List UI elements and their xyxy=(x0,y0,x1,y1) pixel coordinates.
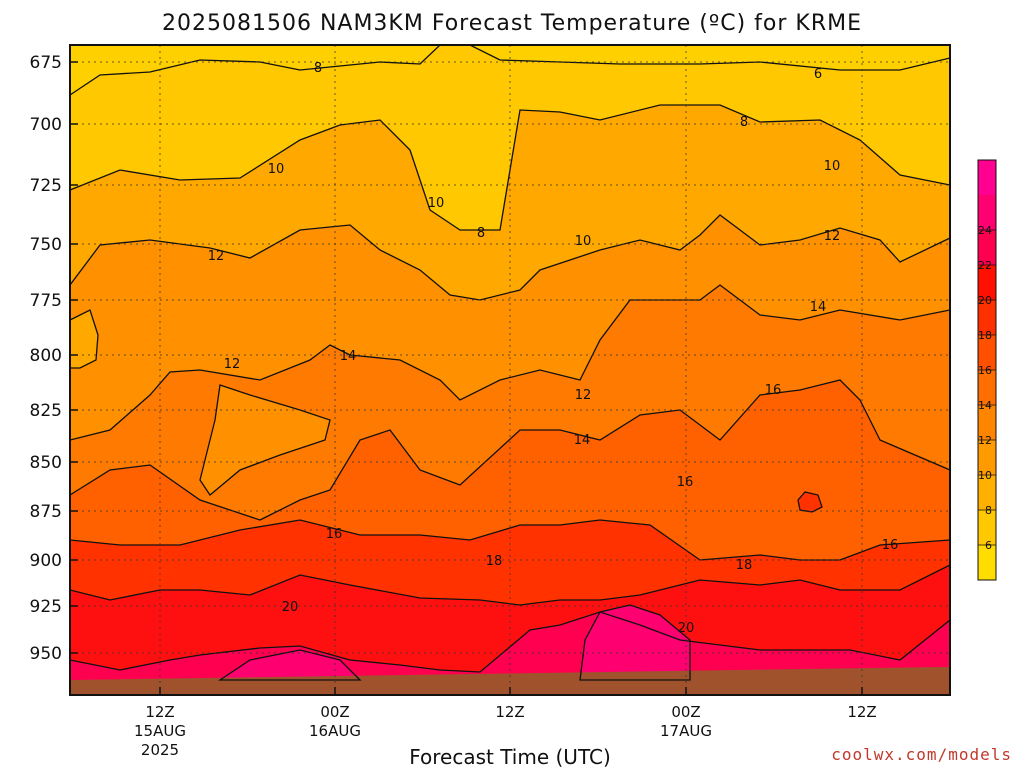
y-tick-label: 675 xyxy=(30,53,62,73)
x-axis-label: Forecast Time (UTC) xyxy=(409,745,611,768)
x-tick-hour: 12Z xyxy=(495,703,524,721)
contour-label: 10 xyxy=(575,234,592,249)
y-tick-label: 700 xyxy=(30,115,62,135)
colorbar-tick-label: 20 xyxy=(978,294,992,307)
contour-label: 10 xyxy=(428,196,445,211)
colorbar-segment xyxy=(978,160,996,196)
contour-label: 12 xyxy=(824,229,841,244)
contour-labels: 8 6 8 8 10 10 10 10 12 12 12 12 14 14 14 16 16 16 16 18 18 20… xyxy=(208,61,899,636)
y-tick-label: 800 xyxy=(30,346,62,366)
temperature-bands xyxy=(70,45,950,695)
contour-label: 8 xyxy=(314,61,322,76)
contour-label: 16 xyxy=(882,538,899,553)
y-tick-label: 825 xyxy=(30,401,62,421)
contour-label: 6 xyxy=(814,67,822,82)
pocket-10 xyxy=(70,310,98,368)
x-tick-hour: 00Z xyxy=(320,703,349,721)
colorbar-segment xyxy=(978,405,996,441)
x-tick-hour: 12Z xyxy=(847,703,876,721)
contour-label: 8 xyxy=(477,226,485,241)
colorbar-tick-label: 18 xyxy=(978,329,992,342)
pocket-12 xyxy=(200,385,330,495)
colorbar-segment xyxy=(978,195,996,231)
y-tick-label: 900 xyxy=(30,551,62,571)
contour-14 xyxy=(70,284,950,441)
contour-label: 16 xyxy=(326,527,343,542)
colorbar-tick-label: 24 xyxy=(978,224,992,237)
y-tick-label: 775 xyxy=(30,291,62,311)
contour-label: 8 xyxy=(740,115,748,130)
colorbar-tick-label: 8 xyxy=(985,504,992,517)
colorbar-tick-label: 22 xyxy=(978,259,992,272)
colorbar-segment xyxy=(978,545,996,581)
colorbar-segment xyxy=(978,335,996,371)
contour-label: 12 xyxy=(575,388,592,403)
colorbar-segment xyxy=(978,370,996,406)
contour-label: 20 xyxy=(282,600,299,615)
y-tick-label: 850 xyxy=(30,453,62,473)
colorbar-segment xyxy=(978,300,996,336)
x-tick-date: 16AUG xyxy=(309,722,361,740)
contour-label: 12 xyxy=(224,357,241,372)
contour-label: 16 xyxy=(765,383,782,398)
y-tick-label: 750 xyxy=(30,235,62,255)
colorbar-tick-label: 16 xyxy=(978,364,992,377)
pocket-10-outline xyxy=(70,309,99,369)
contour-label: 14 xyxy=(340,349,357,364)
pocket-12-outline xyxy=(199,384,331,496)
pocket-22-b xyxy=(220,650,360,680)
contour-20 xyxy=(70,564,950,606)
contour-label: 14 xyxy=(574,433,591,448)
colorbar-segment xyxy=(978,440,996,476)
colorbar-segment xyxy=(978,230,996,266)
plot-area: 8 6 8 8 10 10 10 10 12 12 12 12 14 14 14 16 16 16 16 18 18 20… xyxy=(70,45,950,695)
gridlines xyxy=(70,45,950,695)
y-tick-label: 950 xyxy=(30,644,62,664)
y-tick-label: 925 xyxy=(30,597,62,617)
chart-title: 2025081506 NAM3KM Forecast Temperature (… xyxy=(162,11,862,36)
colorbar-segment xyxy=(978,265,996,301)
colorbar-tick-label: 14 xyxy=(978,399,992,412)
pocket-22-b-outline xyxy=(217,649,362,681)
x-tick-year: 2025 xyxy=(141,741,179,759)
colorbar-tick-label: 10 xyxy=(978,469,992,482)
contour-label: 16 xyxy=(677,475,694,490)
contour-label: 20 xyxy=(678,621,695,636)
contour-label: 10 xyxy=(824,159,841,174)
pocket-18 xyxy=(798,492,822,512)
contour-16 xyxy=(70,379,950,521)
contour-label: 10 xyxy=(268,162,285,177)
x-tick-hour: 00Z xyxy=(671,703,700,721)
colorbar-tick-label: 12 xyxy=(978,434,992,447)
pocket-22-a-outline xyxy=(579,604,691,681)
pocket-18-outline xyxy=(797,491,823,513)
x-tick-date: 15AUG xyxy=(134,722,186,740)
y-axis: 675 700 725 750 775 800 825 850 875 900 925 950 xyxy=(30,53,78,664)
x-tick-date: 17AUG xyxy=(660,722,712,740)
credit-text: coolwx.com/models xyxy=(831,745,1012,764)
x-tick-hour: 12Z xyxy=(145,703,174,721)
colorbar: 6 8 10 12 14 16 18 20 22 24 xyxy=(977,159,997,581)
colorbar-segment xyxy=(978,475,996,511)
contour-label: 14 xyxy=(810,300,827,315)
pocket-22-a xyxy=(580,605,690,680)
contour-label: 12 xyxy=(208,249,225,264)
y-tick-label: 875 xyxy=(30,502,62,522)
colorbar-segment xyxy=(978,510,996,546)
contour-12 xyxy=(70,214,950,301)
contour-18 xyxy=(70,519,950,561)
y-tick-label: 725 xyxy=(30,176,62,196)
contour-label: 18 xyxy=(486,554,503,569)
contour-10 xyxy=(70,104,950,231)
contour-label: 18 xyxy=(736,558,753,573)
colorbar-tick-label: 6 xyxy=(985,539,992,552)
